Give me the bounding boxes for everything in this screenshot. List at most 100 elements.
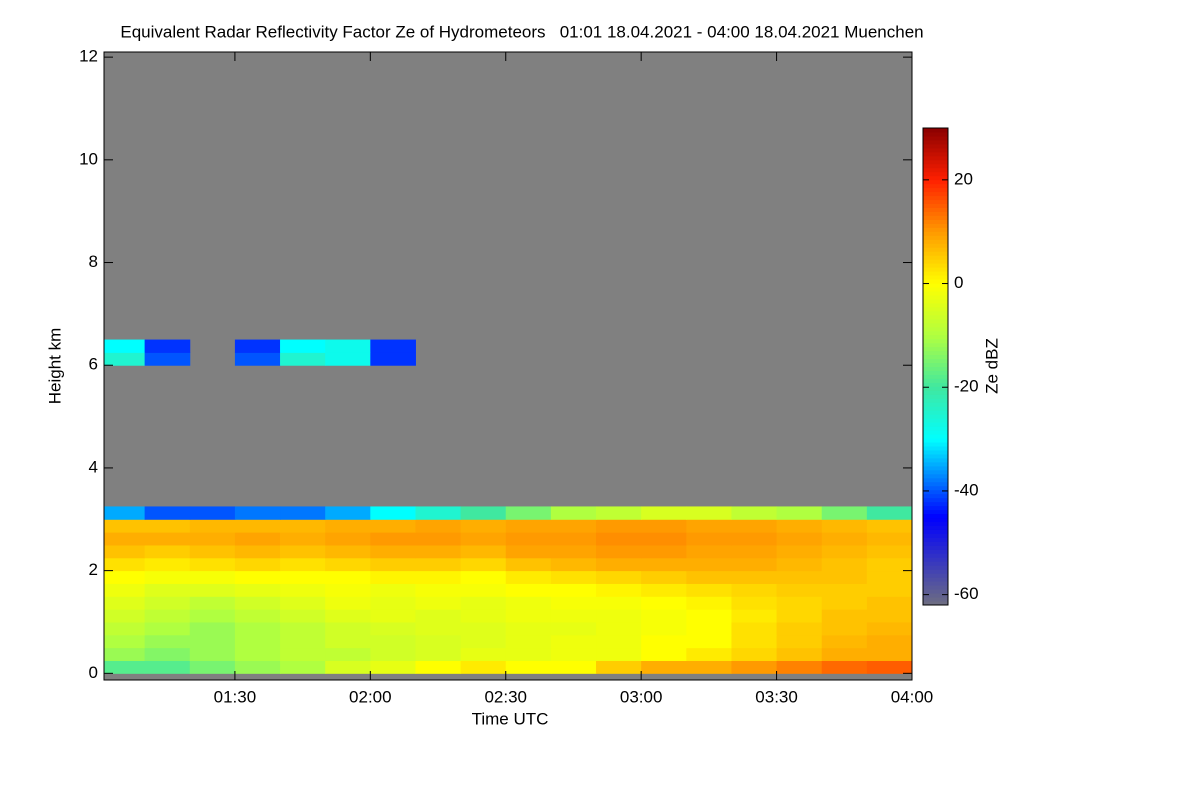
heatmap-cell (731, 634, 778, 649)
colorbar-step (923, 354, 948, 360)
heatmap-cell (821, 621, 868, 636)
colorbar-step (923, 318, 948, 324)
heatmap-cell (866, 506, 912, 520)
colorbar-step (923, 525, 948, 530)
heatmap-cell (641, 506, 687, 520)
colorbar-step (923, 227, 948, 232)
colorbar-step (923, 338, 948, 344)
colorbar-step (923, 215, 948, 220)
heatmap-cell (280, 647, 326, 661)
colorbar-step (923, 211, 948, 216)
heatmap-cell (731, 532, 778, 546)
heatmap-cell (686, 583, 732, 597)
colorbar-tick-label: -60 (954, 584, 979, 603)
heatmap-cell (821, 506, 868, 520)
heatmap-cell (189, 596, 236, 610)
heatmap-cell (776, 583, 823, 597)
heatmap-cell (550, 544, 597, 559)
heatmap-cell (821, 634, 868, 649)
heatmap-cell (234, 339, 281, 353)
heatmap-cell (866, 596, 912, 610)
heatmap-cell (505, 519, 552, 533)
heatmap-cell (280, 544, 326, 559)
heatmap-cell (104, 647, 146, 661)
colorbar-step (923, 358, 948, 364)
heatmap-cell (641, 660, 687, 674)
heatmap-cell (550, 506, 597, 520)
heatmap-cell (189, 634, 236, 649)
heatmap-cell (104, 352, 146, 366)
heatmap-cell (866, 660, 912, 674)
heatmap-cell (234, 621, 281, 636)
colorbar-step (923, 485, 948, 491)
colorbar-step (923, 322, 948, 328)
y-tick-label: 10 (79, 149, 98, 168)
heatmap-cell (550, 647, 597, 661)
colorbar-step (923, 247, 948, 252)
heatmap-cell (415, 660, 462, 674)
heatmap-cell (325, 621, 371, 636)
x-axis-label: Time UTC (472, 709, 549, 728)
heatmap-cell (776, 647, 823, 661)
heatmap-cell (866, 583, 912, 597)
heatmap-cell (596, 609, 642, 623)
heatmap-cell (325, 647, 371, 661)
colorbar-step (923, 302, 948, 308)
heatmap-cell (776, 506, 823, 520)
colorbar-step (923, 362, 948, 367)
heatmap-cell (505, 532, 552, 546)
colorbar-step (923, 290, 948, 296)
heatmap-cell (104, 583, 146, 597)
colorbar-step (923, 155, 948, 161)
heatmap-cell (370, 532, 416, 546)
heatmap-cell (866, 647, 912, 661)
colorbar-step (923, 426, 948, 431)
colorbar-step (923, 298, 948, 304)
heatmap-cell (370, 647, 416, 661)
heatmap-cell (325, 557, 371, 572)
heatmap-cell (776, 570, 823, 584)
colorbar-step (923, 453, 948, 459)
heatmap-cell (234, 532, 281, 546)
heatmap-cell (686, 506, 732, 520)
heatmap-cell (325, 634, 371, 649)
colorbar-step (923, 545, 948, 550)
heatmap-cell (370, 352, 416, 366)
colorbar-step (923, 573, 948, 578)
heatmap-cell (415, 506, 462, 520)
colorbar-step (923, 461, 948, 467)
heatmap-cell (280, 352, 326, 366)
heatmap-cell (641, 634, 687, 649)
heatmap-cell (370, 557, 416, 572)
colorbar-step (923, 135, 948, 141)
colorbar-step (923, 310, 948, 316)
colorbar-step (923, 465, 948, 471)
heatmap-cell (821, 647, 868, 661)
heatmap-cell (596, 583, 642, 597)
x-tick-label: 02:00 (349, 687, 392, 706)
heatmap-cell (234, 506, 281, 520)
heatmap-cell (460, 596, 507, 610)
heatmap-cell (460, 506, 507, 520)
heatmap-cell (104, 621, 146, 636)
heatmap-cell (641, 583, 687, 597)
heatmap-cell (596, 532, 642, 546)
heatmap-cell (550, 532, 597, 546)
colorbar-step (923, 131, 948, 137)
heatmap-cell (460, 660, 507, 674)
heatmap-cell (821, 583, 868, 597)
colorbar-step (923, 549, 948, 554)
heatmap-cell (415, 647, 462, 661)
heatmap-cell (325, 519, 371, 533)
heatmap-cell (189, 660, 236, 674)
heatmap-cell (234, 544, 281, 559)
colorbar-step (923, 521, 948, 526)
colorbar-step (923, 537, 948, 542)
heatmap-cell (776, 660, 823, 674)
colorbar-step (923, 183, 948, 189)
colorbar-tick-label: 0 (954, 273, 963, 292)
heatmap-cell (505, 544, 552, 559)
heatmap-cell (686, 544, 732, 559)
colorbar-step (923, 382, 948, 387)
heatmap-cell (144, 339, 191, 353)
